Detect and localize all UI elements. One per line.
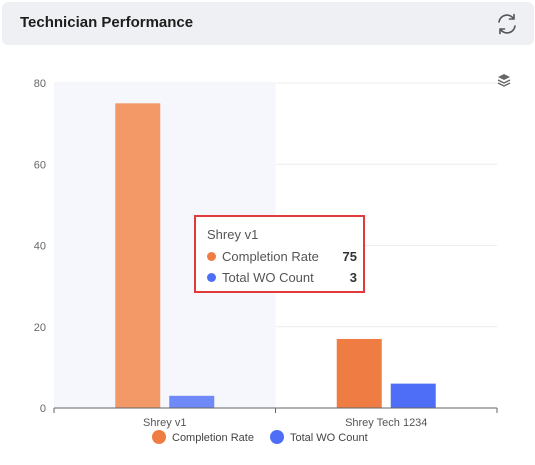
- bar[interactable]: [336, 338, 382, 408]
- bar[interactable]: [169, 395, 215, 408]
- chart-tooltip: Shrey v1 Completion Rate 75 Total WO Cou…: [194, 215, 365, 293]
- tooltip-value: 3: [349, 270, 357, 285]
- tooltip-row-completion: Completion Rate 75: [207, 249, 357, 267]
- x-tick-label: Shrey Tech 1234: [345, 417, 427, 429]
- tooltip-label: Completion Rate: [222, 249, 319, 264]
- y-tick-label: 40: [34, 241, 46, 253]
- bar[interactable]: [390, 383, 436, 408]
- legend-marker[interactable]: [152, 430, 166, 444]
- layers-icon[interactable]: [497, 74, 511, 87]
- x-tick-label: Shrey v1: [143, 417, 186, 429]
- refresh-button[interactable]: [494, 11, 520, 37]
- tooltip-row-wo-count: Total WO Count 3: [207, 270, 357, 288]
- card-header: Technician Performance: [2, 2, 534, 45]
- tooltip-dot-completion: [207, 252, 216, 261]
- y-tick-label: 80: [34, 78, 46, 90]
- y-tick-label: 20: [34, 322, 46, 334]
- legend-marker[interactable]: [270, 430, 284, 444]
- tooltip-dot-wo-count: [207, 273, 216, 282]
- card-title: Technician Performance: [20, 14, 194, 31]
- tooltip-value: 75: [342, 249, 357, 264]
- refresh-icon: [498, 13, 516, 35]
- y-tick-label: 0: [40, 403, 46, 415]
- tooltip-label: Total WO Count: [222, 270, 314, 285]
- tooltip-title: Shrey v1: [207, 227, 259, 242]
- y-tick-label: 60: [34, 159, 46, 171]
- legend-label[interactable]: Completion Rate: [172, 432, 254, 444]
- legend-label[interactable]: Total WO Count: [290, 432, 368, 444]
- bar[interactable]: [115, 103, 161, 408]
